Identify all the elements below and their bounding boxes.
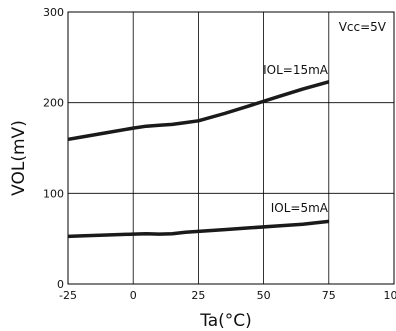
y-axis-title: VOL(mV) [9,120,29,196]
series-layer [68,80,330,239]
x-axis-title: Ta(°C) [199,311,252,331]
x-tick-label: 25 [191,289,205,302]
x-tick-label: 75 [322,289,336,302]
annotation-layer: Vcc=5V IOL=15mA IOL=5mA [263,20,387,215]
y-tick-label: 0 [57,278,64,291]
series-line-0 [68,80,330,142]
x-tick-label: 50 [257,289,271,302]
series-label-iol-5ma: IOL=5mA [271,201,329,215]
plot-frame [67,11,395,285]
series-line-1 [68,219,329,239]
x-tick-label: 0 [130,289,137,302]
x-tick-label: 100 [384,289,396,302]
grid-layer [67,11,395,285]
y-tick-label: 300 [43,6,64,19]
y-tick-label: 100 [43,187,64,200]
y-tick-label: 200 [43,97,64,110]
x-tick-label: -25 [59,289,77,302]
ticks-layer: -2502550751000100200300 [43,6,396,302]
series-label-iol-15ma: IOL=15mA [263,63,329,77]
condition-label: Vcc=5V [339,20,387,34]
